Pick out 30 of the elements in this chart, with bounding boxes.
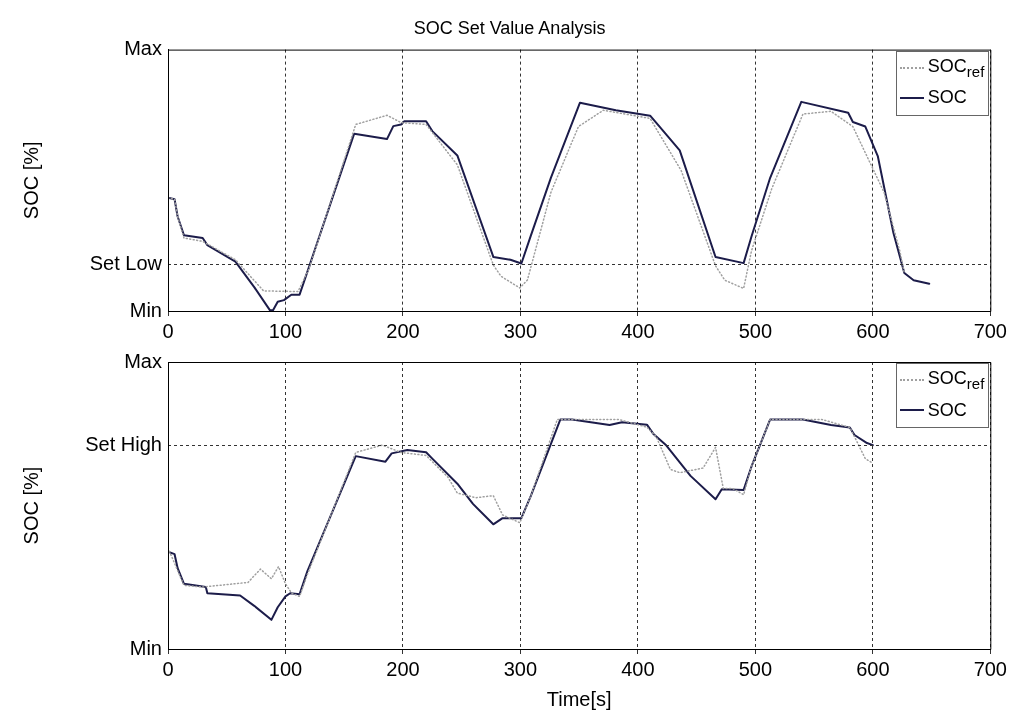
x-tick-label: 600 <box>856 319 890 342</box>
x-tick-label: 300 <box>503 657 538 680</box>
legend-label: SOC <box>927 87 967 109</box>
ref-line-label: Set Low <box>89 252 163 275</box>
x-tick-label: 100 <box>268 319 303 342</box>
x-tick-label: 0 <box>162 657 174 680</box>
legend-label: SOC$_{ref}$ <box>927 55 985 80</box>
x-tick-label: 400 <box>621 319 655 342</box>
x-tick-label: 100 <box>268 657 303 680</box>
text: Max <box>124 349 162 372</box>
x-axis-title: Time[s] <box>546 687 612 710</box>
text: Max <box>124 37 162 60</box>
x-tick-label: 300 <box>503 319 538 342</box>
x-tick-label: 400 <box>621 657 655 680</box>
x-tick-label: 200 <box>386 657 420 680</box>
x-tick-label: 700 <box>973 319 1007 342</box>
x-tick-label: 500 <box>738 319 773 342</box>
text: Min <box>129 298 162 321</box>
x-tick-label: 0 <box>162 319 174 342</box>
x-tick-label: 700 <box>973 657 1007 680</box>
x-tick-label: 500 <box>738 657 773 680</box>
legend-label: SOC <box>927 399 967 421</box>
x-tick-label: 600 <box>856 657 890 680</box>
chart-title: SOC Set Value Analysis <box>413 17 606 38</box>
text: Min <box>129 636 162 659</box>
legend-label: SOC$_{ref}$ <box>927 368 985 392</box>
x-tick-label: 200 <box>386 319 420 342</box>
y-axis-title: SOC [%] <box>19 466 42 545</box>
y-axis-title: SOC [%] <box>19 141 42 220</box>
ref-line-label: Set High <box>85 433 162 456</box>
